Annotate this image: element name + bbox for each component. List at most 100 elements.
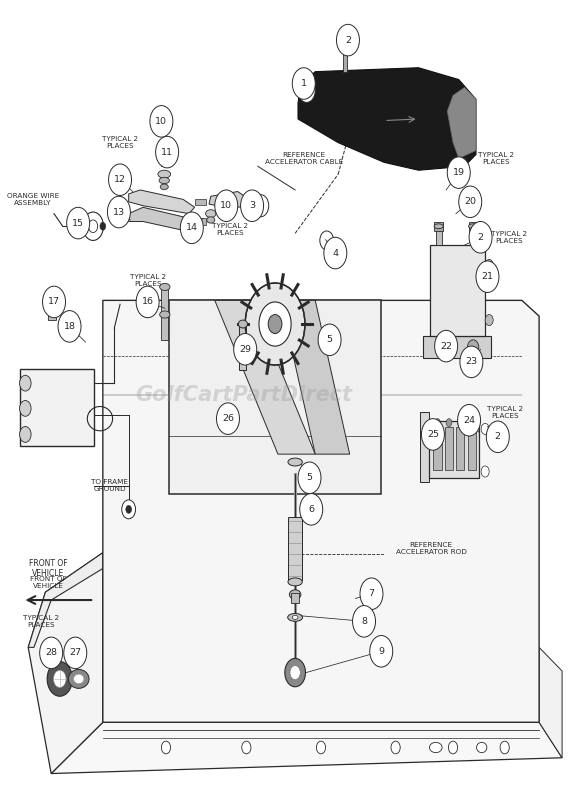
Polygon shape xyxy=(103,300,539,722)
Circle shape xyxy=(20,427,31,442)
Circle shape xyxy=(360,578,383,610)
Circle shape xyxy=(320,231,334,250)
Polygon shape xyxy=(215,300,316,454)
Circle shape xyxy=(180,212,204,243)
Polygon shape xyxy=(281,300,350,454)
Circle shape xyxy=(53,670,66,687)
Circle shape xyxy=(122,500,136,519)
Circle shape xyxy=(215,190,238,221)
Text: 1: 1 xyxy=(301,79,307,88)
Text: 23: 23 xyxy=(465,357,477,367)
Text: 7: 7 xyxy=(368,589,375,598)
Text: 19: 19 xyxy=(453,168,465,177)
Text: REFERENCE
ACCELERATOR CABLE: REFERENCE ACCELERATOR CABLE xyxy=(264,152,343,165)
Circle shape xyxy=(298,79,316,103)
FancyBboxPatch shape xyxy=(469,221,478,231)
Circle shape xyxy=(459,186,482,217)
Text: 22: 22 xyxy=(440,341,452,351)
Ellipse shape xyxy=(74,674,84,683)
Circle shape xyxy=(481,423,489,434)
Polygon shape xyxy=(420,412,429,482)
Polygon shape xyxy=(28,553,103,773)
Circle shape xyxy=(161,741,171,754)
FancyBboxPatch shape xyxy=(445,427,453,470)
FancyBboxPatch shape xyxy=(161,288,168,312)
Circle shape xyxy=(39,637,63,668)
Ellipse shape xyxy=(160,142,169,149)
FancyBboxPatch shape xyxy=(434,221,443,231)
Text: 14: 14 xyxy=(186,224,198,232)
Circle shape xyxy=(422,419,444,450)
Circle shape xyxy=(324,237,347,269)
Text: TYPICAL 2
PLACES: TYPICAL 2 PLACES xyxy=(212,223,248,236)
Text: TYPICAL 2
PLACES: TYPICAL 2 PLACES xyxy=(487,406,523,419)
FancyBboxPatch shape xyxy=(20,369,94,446)
Circle shape xyxy=(298,462,321,494)
Circle shape xyxy=(216,403,240,435)
Ellipse shape xyxy=(160,184,168,190)
Text: TYPICAL 2
PLACES: TYPICAL 2 PLACES xyxy=(23,615,60,628)
Circle shape xyxy=(253,194,269,216)
Ellipse shape xyxy=(206,216,215,223)
Text: 8: 8 xyxy=(361,617,367,626)
Circle shape xyxy=(89,220,97,232)
Text: 9: 9 xyxy=(378,647,385,656)
Text: 13: 13 xyxy=(113,208,125,216)
Text: 2: 2 xyxy=(345,36,351,44)
Text: TYPICAL 2
PLACES: TYPICAL 2 PLACES xyxy=(491,231,527,244)
FancyBboxPatch shape xyxy=(343,42,347,72)
Text: TO FRAME
GROUND: TO FRAME GROUND xyxy=(91,480,128,492)
Text: 27: 27 xyxy=(69,649,81,657)
Text: 10: 10 xyxy=(220,201,232,210)
Circle shape xyxy=(300,494,322,525)
FancyBboxPatch shape xyxy=(240,326,246,370)
FancyBboxPatch shape xyxy=(195,198,206,205)
Circle shape xyxy=(234,333,257,365)
Text: GolfCartPartDirect: GolfCartPartDirect xyxy=(135,385,352,405)
Circle shape xyxy=(458,419,463,427)
Circle shape xyxy=(20,401,31,416)
Text: FRONT OF
VEHICLE: FRONT OF VEHICLE xyxy=(29,559,68,578)
FancyBboxPatch shape xyxy=(161,316,168,340)
Ellipse shape xyxy=(160,311,170,318)
Circle shape xyxy=(67,207,90,239)
Polygon shape xyxy=(209,191,249,207)
FancyBboxPatch shape xyxy=(169,300,381,494)
Text: 17: 17 xyxy=(48,298,60,307)
Text: 28: 28 xyxy=(45,649,57,657)
Circle shape xyxy=(136,286,159,318)
Polygon shape xyxy=(539,647,562,758)
Circle shape xyxy=(155,137,179,168)
Text: 29: 29 xyxy=(239,344,251,354)
Circle shape xyxy=(336,24,360,56)
FancyBboxPatch shape xyxy=(470,228,476,245)
Circle shape xyxy=(485,314,493,325)
Text: TYPICAL 2
PLACES: TYPICAL 2 PLACES xyxy=(102,136,138,149)
Text: TYPICAL 2
PLACES: TYPICAL 2 PLACES xyxy=(478,152,514,165)
Circle shape xyxy=(447,157,470,188)
Ellipse shape xyxy=(158,171,171,178)
FancyBboxPatch shape xyxy=(430,245,484,336)
FancyBboxPatch shape xyxy=(429,421,480,478)
Ellipse shape xyxy=(434,224,443,228)
Text: 16: 16 xyxy=(142,298,154,307)
Circle shape xyxy=(292,68,316,100)
Ellipse shape xyxy=(205,209,216,217)
Text: 11: 11 xyxy=(161,148,173,156)
Text: 25: 25 xyxy=(427,430,439,439)
Text: 6: 6 xyxy=(308,505,314,514)
Text: 24: 24 xyxy=(463,416,475,425)
Ellipse shape xyxy=(288,578,302,586)
Text: TYPICAL 2
PLACES: TYPICAL 2 PLACES xyxy=(129,274,166,287)
Circle shape xyxy=(64,637,87,668)
Polygon shape xyxy=(28,553,103,647)
Ellipse shape xyxy=(288,458,302,466)
Polygon shape xyxy=(447,88,476,159)
Circle shape xyxy=(242,741,251,754)
Circle shape xyxy=(338,30,353,51)
Circle shape xyxy=(434,419,440,427)
FancyBboxPatch shape xyxy=(195,218,206,224)
Text: ORANGE WIRE
ASSEMBLY: ORANGE WIRE ASSEMBLY xyxy=(7,193,59,206)
Ellipse shape xyxy=(292,615,298,619)
Text: 5: 5 xyxy=(306,473,313,483)
